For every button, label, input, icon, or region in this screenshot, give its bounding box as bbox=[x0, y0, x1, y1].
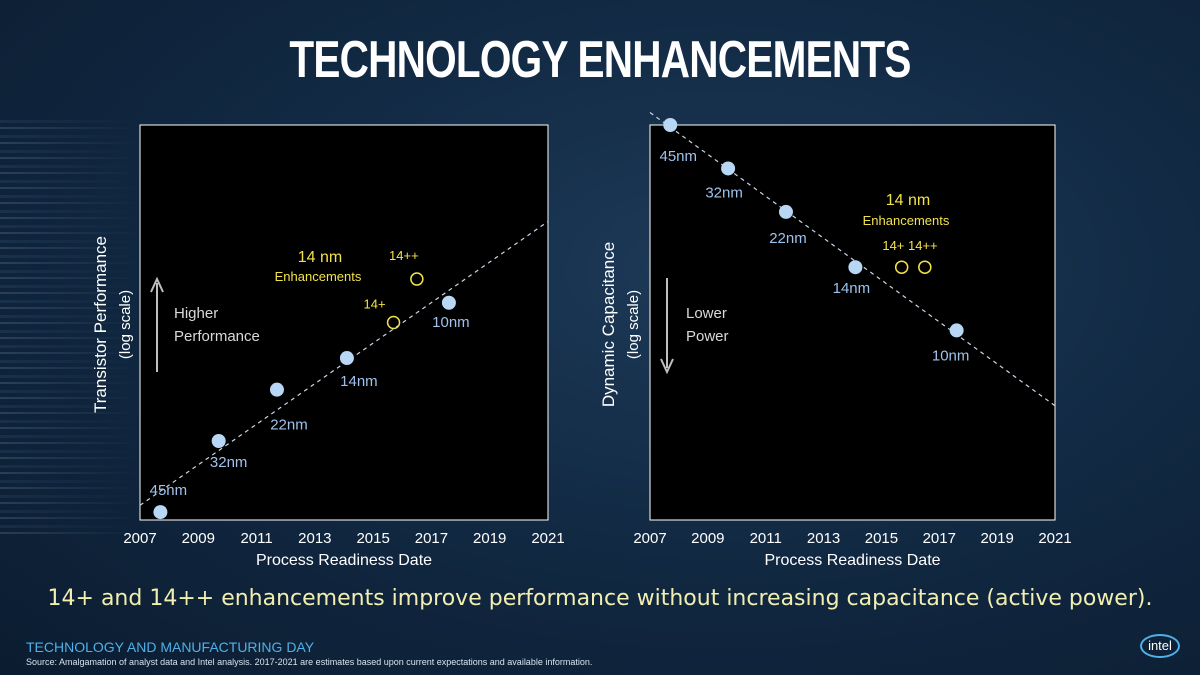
node-point-10nm bbox=[949, 323, 964, 338]
x-tick-label: 2007 bbox=[633, 530, 666, 547]
enhancement-title: 14 nm bbox=[298, 249, 342, 266]
node-point-45nm bbox=[153, 505, 168, 520]
node-label-32nm: 32nm bbox=[210, 454, 248, 471]
x-tick-label: 2021 bbox=[1038, 530, 1071, 547]
x-tick-label: 2013 bbox=[807, 530, 840, 547]
node-label-10nm: 10nm bbox=[932, 347, 970, 364]
enhancement-label: 14+ bbox=[364, 297, 386, 312]
chart-1: 2007 2009 2011 2013 2015 2017 2019 2021 Process … bbox=[91, 124, 565, 569]
x-tick-label: 2021 bbox=[531, 530, 564, 547]
plot-area bbox=[649, 124, 1056, 521]
y-axis-sublabel: (log scale) bbox=[117, 290, 134, 359]
enhancement-point-14++ bbox=[410, 272, 424, 286]
node-point-22nm bbox=[269, 382, 284, 397]
x-tick-label: 2017 bbox=[923, 530, 956, 547]
plot-area bbox=[139, 124, 549, 521]
x-tick-label: 2009 bbox=[691, 530, 724, 547]
enhancement-title: 14 nm bbox=[886, 192, 930, 209]
x-tick-label: 2011 bbox=[750, 530, 782, 547]
decorative-stripes bbox=[0, 120, 140, 540]
node-point-14nm bbox=[339, 351, 354, 366]
y-axis-label: Transistor Performance bbox=[91, 236, 110, 413]
enhancement-label: 14+ 14++ bbox=[882, 238, 937, 253]
enhancement-subtitle: Enhancements bbox=[275, 269, 362, 284]
footer-source: Source: Amalgamation of analyst data and… bbox=[26, 657, 593, 667]
direction-label: Higher bbox=[174, 305, 218, 322]
enhancement-point-14++ bbox=[918, 260, 932, 274]
node-point-45nm bbox=[663, 118, 678, 132]
intel-logo: intel bbox=[1140, 634, 1180, 658]
x-tick-label: 2013 bbox=[298, 530, 331, 547]
node-point-22nm bbox=[778, 204, 793, 219]
x-axis-label: Process Readiness Date bbox=[764, 552, 940, 569]
x-tick-label: 2015 bbox=[356, 530, 389, 547]
node-label-32nm: 32nm bbox=[705, 184, 743, 201]
enhancement-subtitle: Enhancements bbox=[863, 213, 950, 228]
node-point-10nm bbox=[441, 295, 456, 310]
node-point-32nm bbox=[211, 434, 226, 448]
enhancement-point-14+ bbox=[386, 315, 401, 330]
node-label-22nm: 22nm bbox=[270, 417, 308, 434]
node-label-10nm: 10nm bbox=[432, 314, 470, 331]
direction-label: Lower bbox=[686, 305, 727, 322]
node-label-45nm: 45nm bbox=[150, 482, 188, 499]
x-tick-label: 2019 bbox=[980, 530, 1013, 547]
footer-event: TECHNOLOGY AND MANUFACTURING DAY bbox=[26, 639, 315, 655]
x-tick-label: 2019 bbox=[473, 530, 506, 547]
node-label-14nm: 14nm bbox=[340, 373, 378, 390]
direction-label: Performance bbox=[174, 328, 260, 345]
node-point-14nm bbox=[848, 260, 863, 275]
chart-2: 2007 2009 2011 2013 2015 2017 2019 2021 Process … bbox=[599, 112, 1072, 569]
caption: 14+ and 14++ enhancements improve perfor… bbox=[47, 586, 1153, 611]
trend-line bbox=[649, 112, 1056, 407]
x-tick-label: 2015 bbox=[865, 530, 898, 547]
down-arrow-head bbox=[660, 358, 674, 375]
x-tick-label: 2009 bbox=[182, 530, 215, 547]
enhancement-label: 14++ bbox=[389, 248, 419, 263]
up-arrow-head bbox=[150, 276, 164, 293]
node-label-45nm: 45nm bbox=[659, 148, 697, 165]
enhancement-point-14+ bbox=[894, 260, 909, 274]
x-tick-label: 2011 bbox=[240, 530, 272, 547]
slide-title: TECHNOLOGY ENHANCEMENTS bbox=[289, 31, 911, 89]
direction-label: Power bbox=[686, 328, 729, 345]
y-axis-label: Dynamic Capacitance bbox=[599, 242, 618, 407]
x-axis-label: Process Readiness Date bbox=[256, 552, 432, 569]
node-label-22nm: 22nm bbox=[769, 230, 807, 247]
x-tick-label: 2017 bbox=[415, 530, 448, 547]
node-point-32nm bbox=[721, 161, 736, 176]
node-label-14nm: 14nm bbox=[833, 280, 871, 297]
y-axis-sublabel: (log scale) bbox=[625, 290, 642, 359]
x-tick-label: 2007 bbox=[123, 530, 156, 547]
